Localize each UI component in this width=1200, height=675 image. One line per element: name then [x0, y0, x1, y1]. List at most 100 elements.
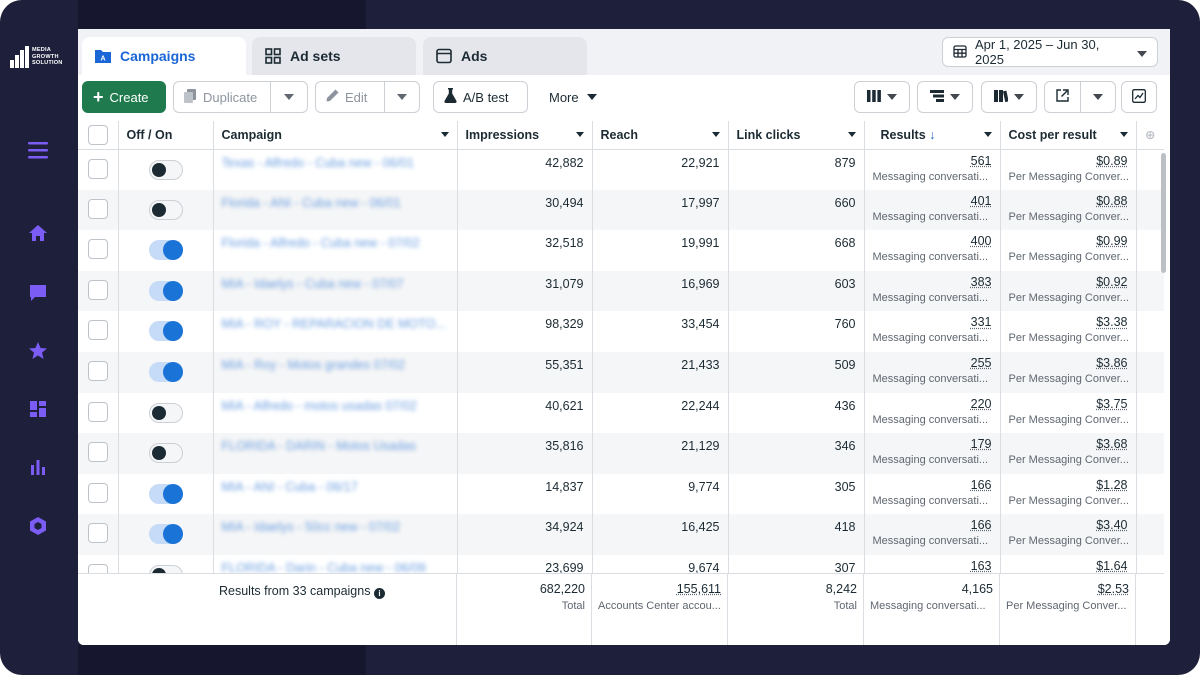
campaign-name-link[interactable]: Texas - Alfredo - Cuba new - 06/01 [221, 155, 414, 170]
results-value[interactable]: 400 [970, 234, 992, 249]
campaign-toggle[interactable] [148, 483, 183, 504]
table-row[interactable]: MIA - Idaelys - Cuba new - 07/07 31,079 16… [78, 270, 1164, 312]
header-campaign[interactable]: Campaign [213, 121, 458, 150]
campaign-toggle[interactable] [148, 199, 183, 220]
columns-button[interactable] [854, 81, 910, 113]
campaign-name-link[interactable]: MIA - Idaelys - Cuba new - 07/07 [221, 276, 404, 291]
cost-value[interactable]: $3.68 [1096, 437, 1128, 452]
campaign-toggle[interactable] [148, 402, 183, 423]
select-all-checkbox[interactable] [87, 124, 108, 145]
cost-value[interactable]: $0.89 [1096, 153, 1128, 168]
total-impressions-value: 682,220 [539, 582, 585, 596]
table-row[interactable]: Florida - ANI - Cuba new - 06/01 30,494 17… [78, 189, 1164, 231]
date-range-picker[interactable]: Apr 1, 2025 – Jun 30, 2025 [942, 37, 1158, 67]
menu-icon[interactable] [27, 139, 49, 161]
results-value[interactable]: 163 [970, 558, 992, 573]
cost-value[interactable]: $3.40 [1096, 518, 1128, 533]
info-icon[interactable]: i [373, 588, 385, 599]
cost-value[interactable]: $3.86 [1096, 355, 1128, 370]
bar-chart-icon[interactable] [27, 456, 49, 478]
campaign-name-link[interactable]: Florida - ANI - Cuba new - 06/01 [221, 195, 401, 210]
row-checkbox[interactable] [87, 482, 108, 503]
dashboard-icon[interactable] [27, 398, 49, 420]
row-checkbox[interactable] [87, 279, 108, 300]
table-row[interactable]: MIA - Idaelys - 50cc new - 07/02 34,924 16… [78, 514, 1164, 555]
results-value[interactable]: 331 [970, 315, 992, 330]
header-reach[interactable]: Reach [592, 121, 729, 150]
campaign-toggle[interactable] [148, 321, 183, 342]
tab-campaigns[interactable]: A Campaigns [82, 37, 246, 75]
campaign-toggle[interactable] [148, 361, 183, 382]
cost-value[interactable]: $3.38 [1096, 315, 1128, 330]
results-value[interactable]: 383 [970, 274, 992, 289]
results-value[interactable]: 179 [970, 437, 992, 452]
campaign-toggle[interactable] [148, 240, 183, 261]
home-icon[interactable] [27, 222, 49, 244]
campaign-toggle[interactable] [148, 280, 183, 301]
row-checkbox[interactable] [87, 360, 108, 381]
results-value[interactable]: 166 [970, 518, 992, 533]
row-checkbox[interactable] [87, 158, 108, 179]
row-checkbox[interactable] [87, 198, 108, 219]
create-button[interactable]: + Create [82, 81, 166, 113]
star-icon[interactable] [27, 340, 49, 362]
campaign-name-link[interactable]: MIA - Roy - Motos grandes 07/02 [221, 357, 405, 372]
cost-value[interactable]: $3.75 [1096, 396, 1128, 411]
hexagon-icon[interactable] [27, 515, 49, 537]
edit-button[interactable]: Edit [315, 81, 385, 113]
charts-button[interactable] [1121, 81, 1157, 113]
results-value[interactable]: 166 [970, 477, 992, 492]
ab-test-button[interactable]: A/B test [433, 81, 528, 113]
campaign-name-link[interactable]: MIA - Alfredo - motos usadas 07/02 [221, 398, 417, 413]
reports-button[interactable] [981, 81, 1037, 113]
table-row[interactable]: MIA - ANI - Cuba - 06/17 14,837 9,774 305 16… [78, 473, 1164, 515]
header-results[interactable]: Results ↓ [864, 121, 1001, 150]
header-off-on[interactable]: Off / On [118, 121, 214, 150]
results-value[interactable]: 561 [970, 153, 992, 168]
row-checkbox[interactable] [87, 320, 108, 341]
decor-shape-top [78, 0, 366, 30]
export-button[interactable] [1044, 81, 1081, 113]
campaign-toggle[interactable] [148, 524, 183, 545]
cost-value[interactable]: $0.99 [1096, 234, 1128, 249]
table-scrollbar[interactable] [1161, 153, 1166, 273]
row-checkbox[interactable] [87, 239, 108, 260]
edit-dropdown[interactable] [384, 81, 420, 113]
table-row[interactable]: MIA - Roy - Motos grandes 07/02 55,351 21,… [78, 351, 1164, 393]
header-link-clicks[interactable]: Link clicks [728, 121, 865, 150]
duplicate-dropdown[interactable] [270, 81, 308, 113]
campaign-name-link[interactable]: Florida - Alfredo - Cuba new - 07/02 [221, 236, 420, 251]
cost-value[interactable]: $0.88 [1096, 193, 1128, 208]
results-value[interactable]: 255 [970, 355, 992, 370]
cost-value[interactable]: $1.64 [1096, 558, 1128, 573]
table-row[interactable]: MIA - ROY - REPARACION DE MOTO... 98,329 3… [78, 311, 1164, 352]
row-checkbox[interactable] [87, 401, 108, 422]
table-row[interactable]: Texas - Alfredo - Cuba new - 06/01 42,882… [78, 149, 1164, 190]
table-row[interactable]: MIA - Alfredo - motos usadas 07/02 40,621… [78, 392, 1164, 434]
campaign-toggle[interactable] [148, 443, 183, 464]
cost-value[interactable]: $1.28 [1096, 477, 1128, 492]
header-cost-per-result[interactable]: Cost per result [1000, 121, 1137, 150]
table-row[interactable]: FLORIDA - DARIN - Motos Usadas 35,816 21,1… [78, 433, 1164, 474]
add-column-header[interactable]: ⊕ [1136, 121, 1164, 150]
tab-ad-sets[interactable]: Ad sets [252, 37, 416, 75]
campaign-name-link[interactable]: MIA - ANI - Cuba - 06/17 [221, 479, 358, 494]
campaign-name-link[interactable]: MIA - ROY - REPARACION DE MOTO... [221, 317, 446, 332]
row-checkbox[interactable] [87, 442, 108, 463]
row-checkbox[interactable] [87, 523, 108, 544]
campaign-name-link[interactable]: FLORIDA - DARIN - Motos Usadas [221, 439, 417, 454]
tab-ads[interactable]: Ads [423, 37, 587, 75]
campaign-name-link[interactable]: FLORIDA - Darin - Cuba new - 06/09 [221, 560, 426, 575]
results-value[interactable]: 401 [970, 193, 992, 208]
more-menu[interactable]: More [549, 81, 597, 113]
campaign-toggle[interactable] [148, 159, 183, 180]
header-impressions[interactable]: Impressions [457, 121, 593, 150]
duplicate-button[interactable]: Duplicate [173, 81, 271, 113]
breakdown-button[interactable] [917, 81, 973, 113]
export-dropdown[interactable] [1080, 81, 1116, 113]
results-value[interactable]: 220 [970, 396, 992, 411]
campaign-name-link[interactable]: MIA - Idaelys - 50cc new - 07/02 [221, 520, 401, 535]
chat-icon[interactable] [27, 282, 49, 304]
cost-value[interactable]: $0.92 [1096, 274, 1128, 289]
table-row[interactable]: Florida - Alfredo - Cuba new - 07/02 32,5… [78, 230, 1164, 271]
